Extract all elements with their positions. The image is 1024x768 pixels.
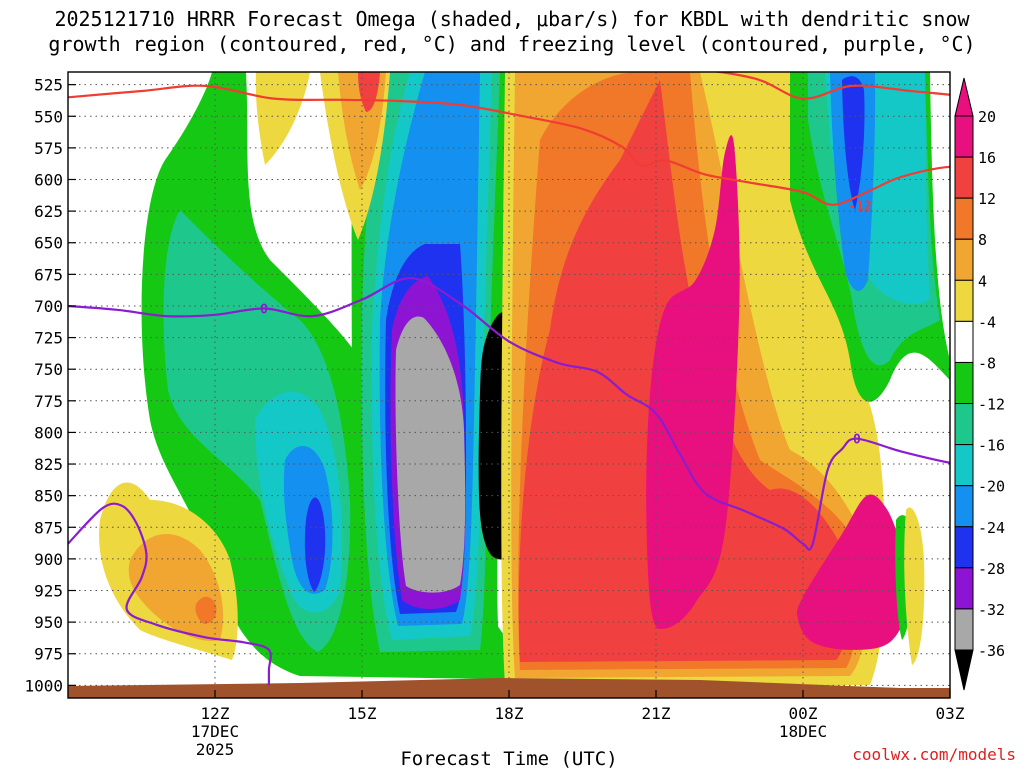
omega-red-upper-center [358, 72, 380, 112]
chart-title-line-2: growth region (contoured, red, °C) and f… [48, 32, 975, 56]
freezing-level-label-right: 0 [853, 433, 861, 448]
y-tick-label-17: 950 [34, 613, 63, 632]
colorbar-top-arrow [954, 77, 974, 117]
colorbar-bottom-arrow [954, 649, 974, 691]
x-tick-label-4-1: 18DEC [779, 722, 827, 741]
y-tick-label-13: 850 [34, 487, 63, 506]
colorbar: 20 16 12 8 4 -4 -8 -12 -16 -20 -24 -28 -32 -36 [954, 77, 1005, 691]
red-contour-label: -12 [848, 200, 871, 215]
colorbar-label-3: 8 [978, 231, 987, 249]
y-tick-label-14: 875 [34, 518, 63, 537]
x-tick-label-2-0: 18Z [495, 704, 524, 723]
colorbar-label-7: -12 [978, 396, 1005, 414]
colorbar-bin-6 [954, 361, 974, 405]
y-axis-ticks: 525 550 575 600 625 650 675 700 725 750 775 800 825 8… [24, 76, 76, 695]
colorbar-bin-3 [954, 238, 974, 281]
y-tick-label-3: 600 [34, 170, 63, 189]
colorbar-bin-9 [954, 485, 974, 528]
colorbar-label-13: -36 [978, 642, 1005, 660]
y-tick-label-5: 650 [34, 234, 63, 253]
x-tick-label-4-0: 00Z [789, 704, 818, 723]
colorbar-label-10: -24 [978, 519, 1005, 537]
omega-shading [99, 72, 950, 685]
y-tick-label-11: 800 [34, 423, 63, 442]
y-tick-label-12: 825 [34, 455, 63, 474]
omega-blue-spot [304, 497, 326, 592]
omega-yellow-edge-right [904, 507, 925, 665]
x-tick-label-0-2: 2025 [196, 740, 235, 759]
colorbar-label-5: -4 [978, 313, 996, 331]
omega-yellow-upper [255, 72, 310, 165]
colorbar-label-6: -8 [978, 354, 996, 372]
x-tick-label-5-0: 03Z [936, 704, 965, 723]
y-tick-label-7: 700 [34, 297, 63, 316]
ground-surface [68, 678, 950, 698]
y-tick-label-2: 575 [34, 139, 63, 158]
omega-darkblue-right-column [842, 76, 865, 210]
y-tick-label-19: 1000 [24, 676, 63, 695]
colorbar-bin-0 [954, 115, 974, 158]
y-tick-label-9: 750 [34, 360, 63, 379]
plot-layer: -12 0 0 [68, 72, 950, 698]
y-tick-label-8: 725 [34, 329, 63, 348]
chart-title-line-1: 2025121710 HRRR Forecast Omega (shaded, … [54, 7, 970, 31]
colorbar-label-11: -28 [978, 560, 1005, 578]
colorbar-bin-11 [954, 567, 974, 610]
y-tick-label-4: 625 [34, 202, 63, 221]
x-axis-label: Forecast Time (UTC) [400, 748, 617, 768]
shaded-region-1 [646, 135, 740, 630]
colorbar-bin-10 [954, 526, 974, 569]
x-tick-label-3-0: 21Z [642, 704, 671, 723]
y-tick-label-10: 775 [34, 392, 63, 411]
grid-lines [68, 72, 950, 698]
descent-cores-magenta [646, 135, 912, 650]
x-tick-label-0-0: 12Z [201, 704, 230, 723]
colorbar-label-0: 20 [978, 108, 996, 126]
colorbar-bin-12 [954, 608, 974, 651]
colorbar-label-12: -32 [978, 601, 1005, 619]
omega-orange-lower-left [195, 596, 217, 624]
colorbar-bin-7 [954, 403, 974, 446]
y-tick-label-1: 550 [34, 107, 63, 126]
red-contour-top [710, 72, 950, 100]
colorbar-label-8: -16 [978, 437, 1005, 455]
contours: -12 0 0 [68, 72, 950, 686]
credit-text: coolwx.com/models [852, 745, 1016, 764]
y-tick-label-18: 975 [34, 645, 63, 664]
colorbar-bin-1 [954, 156, 974, 199]
y-tick-label-0: 525 [34, 76, 63, 95]
y-tick-label-6: 675 [34, 265, 63, 284]
colorbar-label-4: 4 [978, 272, 987, 290]
omega-gray-center [395, 316, 466, 593]
freezing-level-main [68, 276, 950, 551]
colorbar-bin-8 [954, 444, 974, 487]
colorbar-bin-2 [954, 197, 974, 240]
omega-green-left [141, 72, 560, 680]
y-tick-label-16: 925 [34, 582, 63, 601]
shaded-region-2 [796, 494, 912, 650]
freezing-level-left [68, 502, 272, 686]
y-tick-label-15: 900 [34, 550, 63, 569]
colorbar-label-9: -20 [978, 478, 1005, 496]
colorbar-label-1: 16 [978, 149, 996, 167]
freezing-level-label-left: 0 [260, 302, 268, 317]
red-contour-upper [68, 84, 950, 206]
colorbar-label-2: 12 [978, 190, 996, 208]
colorbar-bin-5 [954, 320, 974, 363]
x-tick-label-0-1: 17DEC [191, 722, 239, 741]
x-tick-label-1-0: 15Z [348, 704, 377, 723]
colorbar-bin-4 [954, 279, 974, 322]
